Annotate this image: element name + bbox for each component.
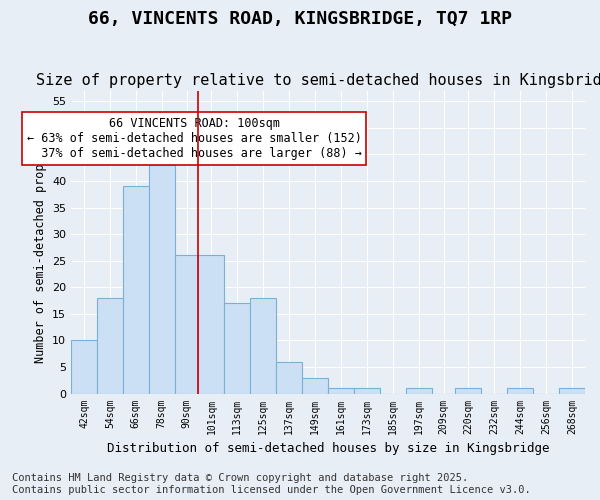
Y-axis label: Number of semi-detached properties: Number of semi-detached properties <box>34 121 47 363</box>
Bar <box>97 298 123 394</box>
Bar <box>406 388 431 394</box>
Bar <box>149 165 175 394</box>
Text: 66 VINCENTS ROAD: 100sqm
← 63% of semi-detached houses are smaller (152)
  37% o: 66 VINCENTS ROAD: 100sqm ← 63% of semi-d… <box>27 117 362 160</box>
Title: Size of property relative to semi-detached houses in Kingsbridge: Size of property relative to semi-detach… <box>36 73 600 88</box>
Text: 66, VINCENTS ROAD, KINGSBRIDGE, TQ7 1RP: 66, VINCENTS ROAD, KINGSBRIDGE, TQ7 1RP <box>88 10 512 28</box>
Bar <box>224 303 250 394</box>
Bar <box>507 388 533 394</box>
Bar <box>354 388 380 394</box>
Bar <box>276 362 302 394</box>
Bar <box>175 256 199 394</box>
Bar <box>302 378 328 394</box>
Bar <box>199 256 224 394</box>
X-axis label: Distribution of semi-detached houses by size in Kingsbridge: Distribution of semi-detached houses by … <box>107 442 549 455</box>
Bar <box>71 340 97 394</box>
Bar <box>559 388 585 394</box>
Bar <box>328 388 354 394</box>
Bar <box>123 186 149 394</box>
Bar <box>455 388 481 394</box>
Text: Contains HM Land Registry data © Crown copyright and database right 2025.
Contai: Contains HM Land Registry data © Crown c… <box>12 474 531 495</box>
Bar <box>250 298 276 394</box>
